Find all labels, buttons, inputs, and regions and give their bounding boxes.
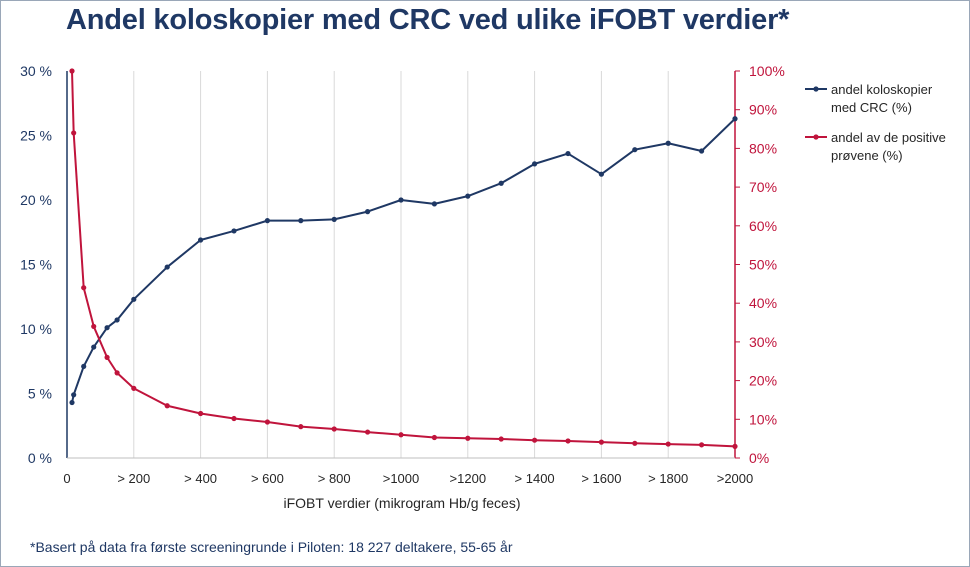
legend-swatch-marker: [813, 86, 819, 92]
y-left-tick-label: 25 %: [20, 128, 52, 144]
y-left-tick-label: 10 %: [20, 321, 52, 337]
data-point-positive: [331, 426, 337, 432]
x-tick-label: >2000: [717, 471, 754, 486]
x-tick-label: > 1800: [648, 471, 688, 486]
x-tick-label: >1200: [450, 471, 487, 486]
x-tick-label: > 800: [318, 471, 351, 486]
legend-swatch-marker: [813, 134, 819, 140]
data-point-positive: [732, 443, 738, 449]
data-point-positive: [565, 438, 571, 444]
data-point-crc: [71, 392, 77, 398]
data-point-crc: [81, 363, 87, 370]
data-point-crc: [398, 197, 404, 203]
data-point-positive: [81, 285, 87, 291]
y-right-tick-label: 80%: [749, 140, 777, 156]
gridlines: [133, 71, 736, 458]
y-right-tick-label: 10%: [749, 411, 777, 427]
chart-title: Andel koloskopier med CRC ved ulike iFOB…: [66, 4, 790, 36]
data-point-positive: [699, 442, 705, 448]
data-point-crc: [91, 344, 97, 350]
data-point-positive: [114, 370, 120, 376]
axes: 0 > 200 > 400 > 600 > 800 >1000 >1200 > 1400 > 1…: [20, 63, 785, 511]
series-line-positive: [71, 70, 736, 448]
data-point-positive: [198, 410, 204, 417]
y-right-tick-label: 70%: [749, 179, 777, 195]
data-point-positive: [164, 403, 170, 409]
x-tick-label: > 400: [184, 471, 217, 486]
y-right-tick-label: 100%: [749, 63, 785, 79]
data-point-crc: [532, 161, 538, 167]
data-point-crc: [131, 296, 137, 302]
data-point-positive: [598, 439, 605, 445]
legend-label: andel koloskopier med CRC (%): [831, 82, 933, 115]
data-point-positive: [131, 385, 137, 391]
data-point-crc: [231, 228, 237, 234]
y-right-tick-label: 30%: [749, 334, 777, 350]
y-right-tick-label: 50%: [749, 257, 777, 273]
data-point-positive: [104, 354, 110, 360]
y-left-tick-label: 15 %: [20, 257, 52, 273]
x-tick-label: > 200: [117, 471, 150, 486]
data-point-positive: [532, 437, 538, 443]
y-right-tick-label: 60%: [749, 218, 777, 234]
data-point-positive: [665, 441, 671, 447]
data-point-crc: [104, 325, 110, 331]
data-point-crc: [565, 150, 571, 157]
data-point-positive: [264, 419, 270, 425]
data-point-crc: [365, 209, 371, 215]
y-right-tick-label: 40%: [749, 295, 777, 311]
x-tick-label: >1000: [383, 471, 420, 486]
legend: andel koloskopier med CRC (%) andel av de …: [805, 82, 946, 163]
data-point-crc: [465, 193, 471, 199]
data-point-crc: [732, 116, 738, 122]
data-point-crc: [665, 140, 671, 146]
data-point-positive: [465, 435, 471, 441]
data-point-crc: [114, 317, 120, 323]
y-left-tick-label: 0 %: [28, 450, 52, 466]
data-point-crc: [598, 171, 605, 177]
data-point-crc: [699, 148, 705, 154]
y-left-tick-label: 20 %: [20, 192, 52, 208]
y-left-tick-label: 5 %: [28, 386, 52, 402]
data-point-crc: [69, 399, 75, 406]
x-tick-label: 0: [63, 471, 70, 486]
data-point-crc: [632, 147, 638, 153]
x-tick-label: > 600: [251, 471, 284, 486]
data-point-crc: [264, 218, 270, 224]
data-point-crc: [431, 201, 437, 207]
series-line-crc: [71, 118, 736, 403]
data-point-crc: [498, 180, 504, 186]
data-point-crc: [331, 216, 337, 222]
data-point-positive: [498, 436, 504, 442]
footnote: *Basert på data fra første screeningrund…: [30, 539, 513, 555]
x-tick-label: > 1600: [581, 471, 621, 486]
data-point-positive: [91, 323, 97, 330]
data-point-positive: [632, 440, 638, 446]
x-tick-label: > 1400: [515, 471, 555, 486]
series: [69, 68, 738, 449]
y-left-tick-label: 30 %: [20, 63, 52, 79]
data-point-positive: [231, 415, 237, 422]
data-point-positive: [431, 434, 437, 441]
y-right-tick-label: 0%: [749, 450, 769, 466]
data-point-positive: [69, 68, 75, 74]
legend-label: andel av de positive prøvene (%): [831, 130, 946, 163]
x-axis-title: iFOBT verdier (mikrogram Hb/g feces): [283, 495, 520, 511]
data-point-positive: [365, 429, 371, 435]
data-point-positive: [71, 130, 77, 136]
data-point-crc: [298, 218, 304, 224]
data-point-positive: [298, 424, 304, 430]
data-point-positive: [398, 432, 404, 438]
y-right-tick-label: 90%: [749, 102, 777, 118]
data-point-crc: [164, 264, 170, 270]
data-point-crc: [198, 237, 204, 243]
y-right-tick-label: 20%: [749, 373, 777, 389]
